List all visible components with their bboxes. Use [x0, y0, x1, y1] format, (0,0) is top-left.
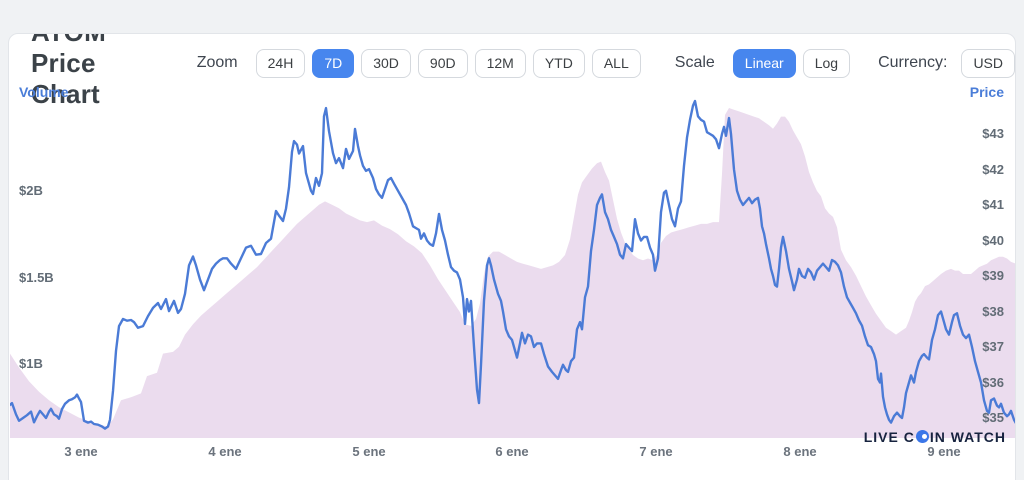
- price-tick: $38: [982, 303, 1004, 319]
- x-axis-tick: 6 ene: [495, 444, 529, 459]
- price-tick: $39: [982, 268, 1004, 283]
- x-axis-tick: 9 ene: [927, 444, 961, 459]
- chart-header: ATOM Price Chart Zoom 24H7D30D90D12MYTDA…: [9, 34, 1015, 109]
- x-axis-tick: 4 ene: [208, 444, 242, 459]
- price-axis-header: Price: [969, 84, 1004, 100]
- zoom-button-ytd[interactable]: YTD: [532, 48, 585, 78]
- chart-svg: [10, 99, 1015, 438]
- watermark-text-right: IN WATCH: [929, 428, 1006, 445]
- zoom-label: Zoom: [196, 54, 238, 71]
- currency-button-group: USD: [961, 48, 1015, 78]
- volume-tick: $2B: [19, 183, 43, 198]
- scale-button-group: Linear Log: [732, 48, 851, 78]
- chart-plot-area[interactable]: [10, 89, 1015, 438]
- volume-area-series: [10, 108, 1015, 438]
- zoom-button-7d[interactable]: 7D: [312, 48, 355, 78]
- x-axis-tick: 8 ene: [783, 444, 817, 459]
- price-tick: $42: [982, 161, 1004, 177]
- zoom-button-90d[interactable]: 90D: [417, 48, 468, 78]
- zoom-button-group: 24H 7D 30D 90D 12M YTD ALL: [255, 48, 641, 78]
- coin-logo-icon: [915, 430, 929, 443]
- scale-label: Scale: [674, 54, 715, 71]
- scale-button-log[interactable]: Log: [802, 48, 851, 78]
- price-line-series: [10, 99, 1015, 430]
- currency-label: Currency:: [878, 54, 948, 71]
- currency-button-usd[interactable]: USD: [961, 48, 1015, 78]
- price-tick: $37: [982, 339, 1004, 354]
- zoom-button-12m[interactable]: 12M: [474, 48, 526, 78]
- livecoinwatch-watermark: LIVE C IN WATCH: [864, 428, 1006, 445]
- zoom-button-all[interactable]: ALL: [591, 48, 641, 78]
- x-axis-tick: 3 ene: [64, 444, 98, 459]
- price-tick: $41: [982, 197, 1004, 212]
- scale-button-linear[interactable]: Linear: [732, 48, 796, 78]
- volume-tick: $1.5B: [19, 269, 54, 285]
- zoom-button-24h[interactable]: 24H: [255, 48, 306, 78]
- volume-tick: $1B: [19, 356, 43, 371]
- watermark-text-left: LIVE C: [863, 428, 915, 445]
- price-tick: $43: [982, 126, 1004, 141]
- price-chart-card: ATOM Price Chart Zoom 24H7D30D90D12MYTDA…: [8, 33, 1016, 480]
- zoom-button-30d[interactable]: 30D: [361, 48, 411, 78]
- price-tick: $40: [982, 232, 1004, 248]
- x-axis-tick: 7 ene: [639, 444, 673, 459]
- price-tick: $35: [982, 410, 1004, 425]
- volume-axis-header: Volume: [19, 84, 69, 100]
- page-title: ATOM Price Chart: [31, 34, 106, 109]
- price-tick: $36: [982, 374, 1004, 390]
- x-axis-tick: 5 ene: [352, 444, 386, 459]
